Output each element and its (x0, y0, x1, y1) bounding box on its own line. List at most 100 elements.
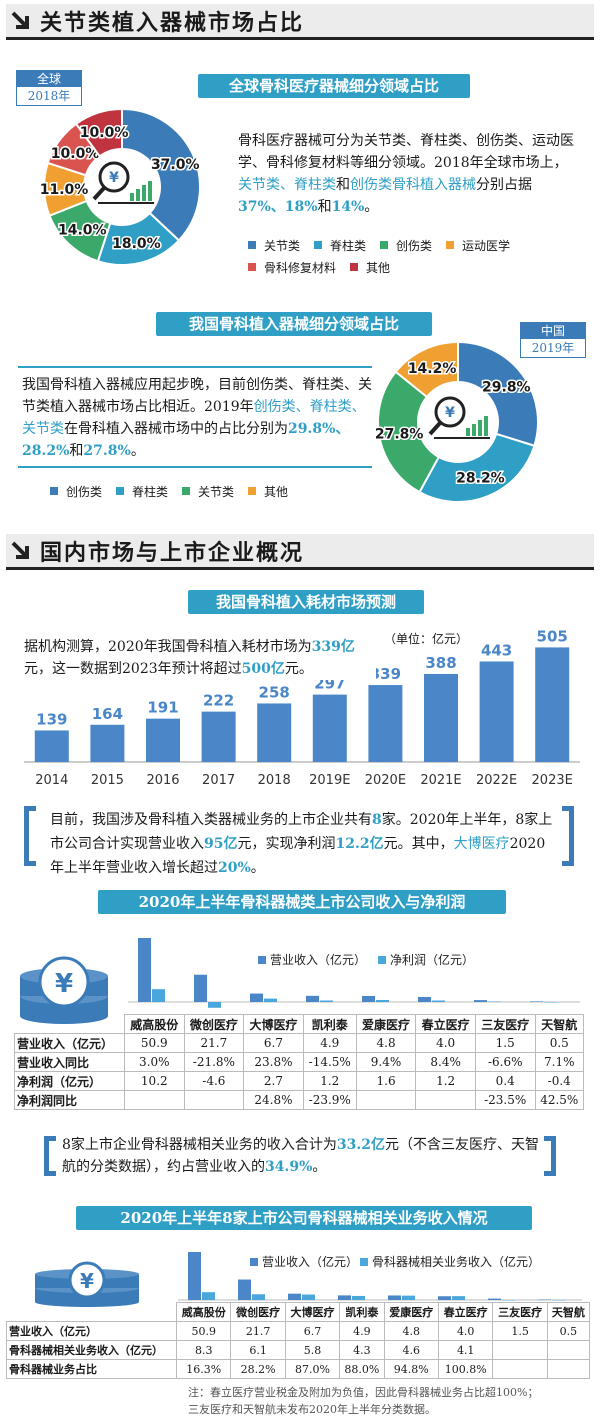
pie-slice-label: 10.0% (80, 125, 129, 141)
listed-description: 目前，我国涉及骨科植入类器械业务的上市企业共有8家。2020年上半年，8家上市公… (50, 808, 558, 880)
table-cell: 3.0% (124, 1052, 185, 1072)
table-cell: -0.4 (534, 1071, 584, 1091)
highlight-value: 29.8%、28.2% (22, 421, 350, 459)
legend-swatch (248, 241, 256, 249)
table-row: 营业收入（亿元） 50.9 21.7 6.7 4.9 4.8 4.0 1.5 0.5 (14, 1033, 584, 1053)
table-row: 骨科器械业务占比 16.3% 28.2% 87.0% 88.0% 94.8% 100.8% (6, 1359, 591, 1379)
table-cell (355, 1090, 417, 1110)
legend-item: 关节类 (182, 480, 234, 502)
divider (18, 366, 372, 368)
row-header: 营业收入（亿元） (14, 1033, 125, 1053)
legend-item: 运动医学 (446, 234, 510, 256)
bar (320, 1000, 333, 1002)
forecast-description: 据机构测算，2020年我国骨科植入耗材市场为339亿元，这一数据到2023年预计… (24, 636, 376, 680)
bar (138, 938, 151, 1002)
table-cell (546, 1340, 591, 1360)
text-run: 。 (130, 443, 145, 459)
table-cell: 24.8% (243, 1090, 304, 1110)
bar (252, 1294, 265, 1300)
table-row: 骨科器械相关业务收入（亿元） 8.3 6.1 5.8 4.3 4.6 4.1 (6, 1340, 591, 1360)
table-cell: 4.9 (339, 1321, 385, 1341)
text-run: 和 (69, 443, 84, 459)
section-header-2: 国内市场与上市企业概况 (6, 534, 594, 570)
arrow-down-right-icon (11, 11, 29, 29)
text-run: 元。 (284, 661, 313, 677)
pie-slice-label: 14.2% (408, 361, 457, 377)
text-run: 元，这一数据到2023年预计将超过 (24, 661, 242, 677)
x-tick-label: 2023E (532, 773, 573, 788)
table-corner (15, 1015, 125, 1034)
pie-slice-label: 29.8% (482, 379, 531, 395)
magnifier-chart-icon: ¥ (428, 396, 490, 439)
footnote-line: 三友医疗和天智航未发布2020年上半年分类数据。 (188, 1403, 436, 1416)
legend-swatch (50, 487, 58, 495)
column-header: 凯利泰 (339, 1302, 385, 1322)
table-cell (546, 1359, 591, 1379)
bar (479, 661, 514, 762)
highlight-text: 大博医疗 (453, 836, 510, 852)
legend-swatch (250, 1258, 258, 1266)
bar (238, 1279, 251, 1300)
highlight-value: 14% (331, 199, 365, 215)
table-header-row: 威高股份 微创医疗 大博医疗 凯利泰 爱康医疗 春立医疗 三友医疗 天智航 (7, 1302, 591, 1322)
column-header: 春立医疗 (415, 1014, 476, 1034)
global-pie-chart: 37.0% 18.0% 14.0% 11.0% 10.0% 10.0% ¥ (38, 107, 201, 266)
bar (376, 999, 389, 1002)
table-cell: 88.0% (339, 1359, 385, 1379)
legend-label: 创伤类 (66, 484, 103, 499)
table-cell: 4.6 (383, 1340, 439, 1360)
region-tag-china: 中国 2019年 (520, 322, 586, 358)
highlight-value: 27.8% (83, 443, 131, 459)
section-header-1: 关节类植入器械市场占比 (6, 4, 594, 40)
bar (438, 1296, 451, 1300)
bar (432, 1000, 445, 1002)
bar (288, 1293, 301, 1300)
magnifier-chart-icon: ¥ (92, 161, 154, 204)
table-cell (492, 1359, 548, 1379)
bar (90, 724, 125, 762)
highlight-value: 8 (372, 812, 382, 828)
bar-value-label: 339 (370, 665, 401, 683)
legend-swatch (360, 1258, 368, 1266)
bar (544, 1002, 557, 1003)
region-tag-label: 中国 (521, 323, 585, 339)
table-cell: 6.7 (284, 1321, 341, 1341)
china-description: 我国骨科植入器械应用起步晚，目前创伤类、脊柱类、关节类植入器械市场占比相近。20… (22, 374, 372, 462)
column-header: 微创医疗 (230, 1302, 286, 1322)
table-cell: 16.3% (175, 1359, 232, 1379)
highlight-value: 20% (218, 860, 251, 876)
text-run: 元（不含三友医疗、天智航的分类数据），约占营业收入的 (62, 1137, 540, 1175)
table-row: 净利润同比 24.8% -23.9% -23.5% 42.5% (14, 1090, 584, 1110)
bar-value-label: 258 (259, 683, 290, 701)
bracket-right (544, 1136, 556, 1176)
highlight-text: 创伤类、脊柱类、关节类 (22, 399, 366, 437)
legend-item: 其他 (350, 256, 390, 278)
row-header: 营业收入同比 (14, 1052, 125, 1072)
table-cell: 50.9 (175, 1321, 232, 1341)
legend-swatch (258, 956, 266, 964)
table-cell: 9.4% (355, 1052, 417, 1072)
column-header: 三友医疗 (492, 1302, 548, 1322)
legend-item: 关节类 (248, 234, 300, 256)
table-cell: 1.5 (474, 1033, 536, 1053)
pie-slice (418, 432, 536, 503)
pie-slice (377, 370, 441, 494)
legend-label: 关节类 (264, 238, 301, 253)
table-cell: -23.5% (474, 1090, 536, 1110)
text-run: 。 (250, 860, 265, 876)
bar (202, 1292, 215, 1300)
bar (250, 993, 263, 1002)
bar (362, 995, 375, 1002)
x-tick-label: 2020E (365, 773, 406, 788)
text-run: 我国骨科植入器械应用起步晚，目前创伤类、脊柱类、关节类植入器械市场占比相近。20… (22, 377, 372, 415)
bar (201, 711, 236, 762)
coin-stack-icon: ¥ (35, 1261, 139, 1307)
bar (474, 1000, 487, 1002)
table-cell: -21.8% (183, 1052, 245, 1072)
table-cell: 8.3 (175, 1340, 232, 1360)
legend-item: 脊柱类 (314, 234, 366, 256)
bar (530, 1001, 543, 1002)
bar (535, 647, 570, 762)
x-tick-label: 2018 (258, 773, 291, 788)
pie-slice-label: 14.0% (58, 222, 107, 238)
